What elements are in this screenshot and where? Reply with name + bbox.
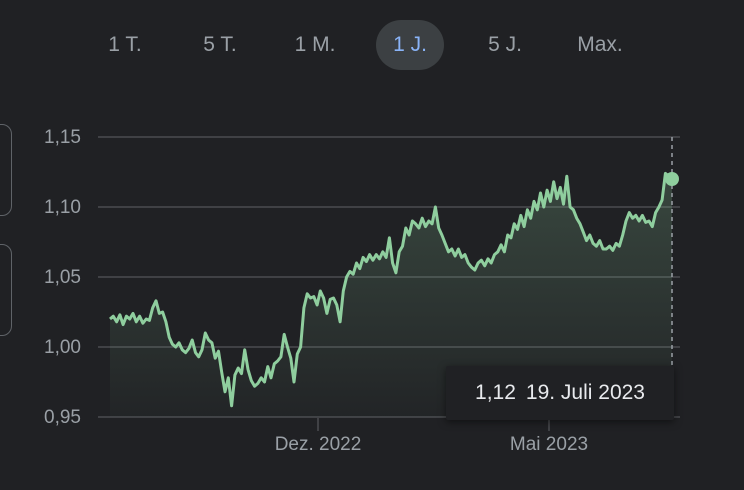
price-line [109,171,673,408]
price-area-fill [110,173,672,417]
y-axis-label: 0,95 [44,407,81,428]
y-axis-label: 1,10 [44,197,81,218]
y-axis-label: 1,05 [44,267,81,288]
current-point-marker [665,172,679,186]
hover-tooltip: 1,12 19. Juli 2023 [446,366,674,420]
x-axis-label-dec-2022: Dez. 2022 [274,434,362,455]
y-axis-label: 1,00 [44,337,81,358]
range-button-5-days[interactable]: 5 T. [203,33,237,56]
tooltip-value: 1,12 [475,381,516,404]
range-button-5-years[interactable]: 5 J. [488,33,522,56]
x-axis-label-may-2023: Mai 2023 [509,434,589,455]
range-button-max[interactable]: Max. [577,33,623,56]
x-axis-ticks [317,418,550,431]
range-button-1-day[interactable]: 1 T. [108,33,142,56]
range-button-1-month[interactable]: 1 M. [294,33,336,56]
tooltip-date: 19. Juli 2023 [525,381,645,404]
range-selector: 1 T. 5 T. 1 M. 1 J. 5 J. Max. [0,20,744,70]
y-axis-label: 1,15 [44,127,81,148]
range-button-1-year[interactable]: 1 J. [376,20,444,70]
